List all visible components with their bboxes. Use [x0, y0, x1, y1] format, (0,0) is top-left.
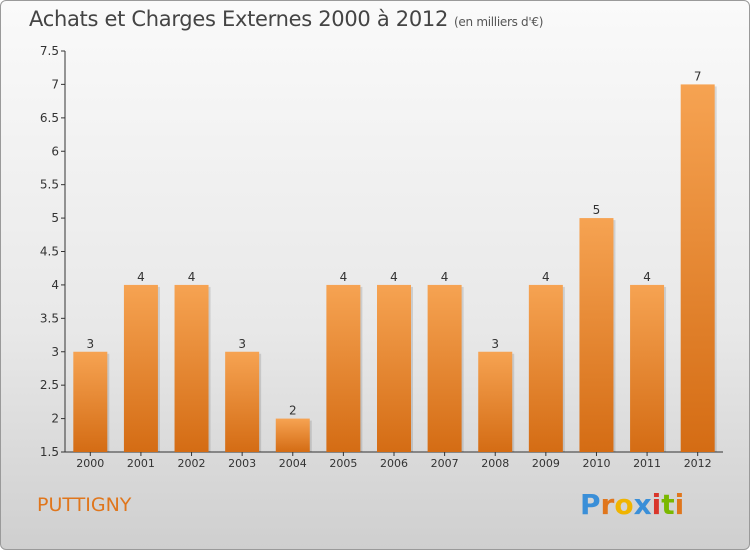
logo-letter: i — [674, 488, 685, 521]
y-tick-label: 1.5 — [40, 445, 59, 459]
logo-letter: x — [633, 488, 652, 521]
bar-2006 — [377, 284, 411, 452]
y-tick-label: 4 — [51, 278, 59, 292]
bar-2007 — [427, 284, 462, 452]
bar-2008 — [478, 351, 513, 452]
bar-value-label: 4 — [390, 270, 398, 284]
bar-2001 — [123, 284, 158, 452]
x-tick-label: 2005 — [329, 457, 357, 470]
x-tick-label: 2002 — [178, 457, 206, 470]
bar-2000 — [73, 351, 108, 452]
x-tick-label: 2010 — [582, 457, 610, 470]
x-tick-label: 2007 — [431, 457, 459, 470]
y-tick-label: 7 — [51, 77, 59, 91]
title-text: Achats et Charges Externes 2000 à 2012 — [29, 7, 449, 31]
bar-2010 — [579, 218, 614, 452]
y-tick-label: 5 — [51, 211, 59, 225]
x-tick-label: 2008 — [481, 457, 509, 470]
bar-value-label: 4 — [137, 270, 145, 284]
x-tick-label: 2012 — [684, 457, 712, 470]
bar-value-label: 4 — [643, 270, 651, 284]
bar-2003 — [225, 351, 260, 452]
x-tick-label: 2003 — [228, 457, 256, 470]
y-tick-label: 2.5 — [40, 378, 59, 392]
bar-value-label: 2 — [289, 404, 297, 418]
x-tick-label: 2011 — [633, 457, 661, 470]
bar-value-label: 4 — [188, 270, 196, 284]
bar-2004 — [275, 418, 310, 452]
logo-letter: r — [600, 488, 615, 521]
bar-value-label: 4 — [340, 270, 348, 284]
bar-value-label: 3 — [238, 337, 246, 351]
y-tick-label: 7.5 — [40, 44, 59, 58]
y-tick-label: 4.5 — [40, 245, 59, 259]
commune-name: PUTTIGNY — [37, 494, 132, 516]
y-tick-label: 3 — [51, 345, 59, 359]
logo-letter: o — [614, 488, 634, 521]
y-tick-label: 5.5 — [40, 178, 59, 192]
y-tick-label: 6.5 — [40, 111, 59, 125]
x-tick-label: 2004 — [279, 457, 307, 470]
bar-value-label: 3 — [86, 337, 94, 351]
bar-value-label: 4 — [542, 270, 550, 284]
chart-title: Achats et Charges Externes 2000 à 2012 (e… — [29, 7, 543, 31]
bar-2012 — [680, 84, 715, 453]
x-tick-label: 2001 — [127, 457, 155, 470]
bar-value-label: 4 — [441, 270, 449, 284]
x-tick-label: 2009 — [532, 457, 560, 470]
y-tick-label: 6 — [51, 144, 59, 158]
logo-letter: i — [651, 488, 662, 521]
x-tick-label: 2000 — [76, 457, 104, 470]
bar-2009 — [528, 284, 563, 452]
logo-letter: P — [580, 488, 601, 521]
axes: 1.5 2 2.5 3 3.5 4 4.5 5 5.5 6 6.5 7 7.5 2000 2001 2002 2… — [40, 44, 723, 470]
bar-value-label: 7 — [694, 69, 702, 83]
logo-letter: t — [661, 488, 675, 521]
proxiti-logo: Proxiti — [580, 488, 684, 521]
bar-value-label: 5 — [593, 203, 601, 217]
bar-2005 — [326, 284, 361, 452]
x-tick-label: 2006 — [380, 457, 408, 470]
chart-unit: (en milliers d'€) — [454, 15, 544, 29]
y-tick-label: 2 — [51, 412, 59, 426]
y-tick-label: 3.5 — [40, 311, 59, 325]
bars: 3 4 4 3 2 4 4 4 3 4 5 4 7 — [73, 69, 717, 453]
bar-value-label: 3 — [491, 337, 499, 351]
bar-2011 — [630, 284, 665, 452]
bar-2002 — [174, 284, 209, 452]
